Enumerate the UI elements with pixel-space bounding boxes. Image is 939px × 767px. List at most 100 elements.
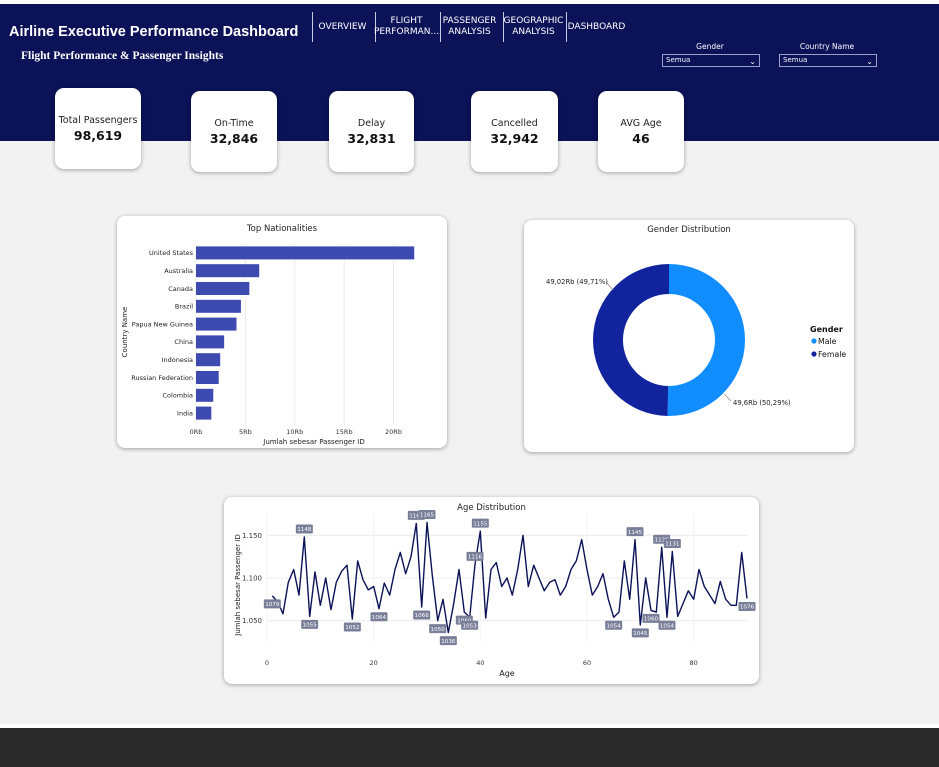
country-filter-label: Country Name: [799, 42, 855, 51]
nav-flight-performance[interactable]: FLIGHT PERFORMAN...: [373, 12, 440, 42]
donut-data-label: 49,6Rb (50,29%): [733, 399, 791, 407]
y-axis-label: Country Name: [121, 307, 129, 358]
y-axis-label: Jumlah sebesar Passenger ID: [234, 534, 242, 637]
x-tick-label: 5Rb: [239, 428, 252, 436]
top-strip: [0, 0, 939, 4]
x-tick-label: 15Rb: [336, 428, 353, 436]
y-tick-label: China: [174, 338, 193, 346]
chart-title: Gender Distribution: [647, 225, 731, 235]
gender-distribution-panel: Gender Distribution 49,6Rb (50,29%) 49,02…: [524, 220, 854, 452]
data-label: 1136: [655, 537, 670, 543]
data-label: 1116: [468, 555, 483, 561]
y-tick-label: Canada: [168, 285, 193, 293]
bar: [196, 406, 212, 420]
gender-filter-label: Gender: [696, 42, 724, 51]
chart-title: Age Distribution: [457, 503, 526, 513]
x-tick-label: 20: [370, 659, 378, 667]
data-label-box: [370, 612, 388, 622]
data-label: 1131: [665, 542, 680, 548]
dashboard-subtitle: Flight Performance & Passenger Insights: [21, 50, 224, 62]
chevron-down-icon: ⌄: [749, 57, 756, 66]
data-label: 1066: [415, 613, 430, 619]
legend-label: Female: [818, 350, 846, 359]
nav-geographic-analysis[interactable]: GEOGRAPHIC ANALYSIS: [503, 12, 563, 42]
y-tick-label: Colombia: [162, 392, 193, 400]
nav-label: OVERVIEW: [318, 21, 367, 32]
chevron-down-icon: ⌄: [866, 57, 873, 66]
data-label-box: [418, 510, 436, 520]
data-label: 1155: [473, 521, 488, 527]
country-filter-dropdown[interactable]: Semua ⌄: [779, 54, 877, 67]
y-tick-label: 1.150: [242, 532, 262, 540]
nav-label: PERFORMAN...: [373, 27, 440, 37]
data-label: 1076: [740, 605, 755, 611]
data-label: 1064: [372, 615, 387, 621]
y-tick-label: 1.100: [242, 575, 262, 583]
bar: [196, 353, 221, 367]
y-tick-label: Papua New Guinea: [132, 320, 193, 328]
kpi-cancelled: Cancelled 32,942: [471, 91, 558, 172]
data-label-box: [263, 599, 281, 609]
nav-overview[interactable]: OVERVIEW: [312, 12, 372, 42]
data-label: 1148: [297, 527, 312, 533]
x-tick-label: 60: [583, 659, 591, 667]
legend-marker: [811, 351, 817, 357]
bar: [196, 371, 219, 384]
gender-filter-dropdown[interactable]: Semua ⌄: [662, 54, 760, 67]
dashboard-title: Airline Executive Performance Dashboard: [9, 24, 299, 40]
y-tick-label: 1.050: [242, 617, 262, 625]
data-label-box: [738, 601, 756, 611]
nav-label: DASHBOARD: [567, 21, 626, 32]
data-label: 1165: [420, 513, 435, 519]
bar: [196, 317, 237, 331]
data-label: 1079: [265, 602, 280, 608]
bar: [196, 246, 415, 260]
y-tick-label: Brazil: [175, 303, 193, 311]
data-label: 1060: [644, 617, 659, 623]
kpi-value: 46: [632, 131, 650, 146]
nav-passenger-analysis[interactable]: PASSENGER ANALYSIS: [440, 12, 498, 42]
kpi-label: On-Time: [214, 118, 254, 129]
legend-marker: [811, 338, 817, 344]
data-label-box: [658, 620, 676, 630]
x-axis-label: Jumlah sebesar Passenger ID: [262, 438, 365, 446]
legend-title: Gender: [810, 325, 843, 334]
top-nationalities-panel: Top Nationalities 0Rb 5Rb 10Rb 15Rb 20Rb Unit…: [117, 216, 447, 448]
kpi-value: 98,619: [73, 128, 123, 143]
data-label-box: [301, 619, 319, 629]
kpi-value: 32,942: [490, 131, 539, 146]
kpi-label: Total Passengers: [58, 115, 138, 126]
data-label-box: [605, 620, 623, 630]
data-label: 1050: [431, 627, 446, 633]
nav-label: GEOGRAPHIC: [503, 16, 564, 26]
x-tick-label: 10Rb: [286, 428, 303, 436]
data-label: 1055: [303, 623, 318, 629]
bar: [196, 299, 241, 313]
bar: [196, 282, 250, 295]
data-label-box: [631, 628, 649, 638]
data-label-box: [663, 539, 681, 549]
line-chart: 1.050 1.100 1.150 0 20 40 60 80 1079 1148 1055 1052…: [234, 510, 756, 678]
nav-label: FLIGHT: [390, 16, 423, 26]
kpi-total-passengers: Total Passengers 98,619: [55, 88, 141, 169]
data-label: 1052: [345, 625, 359, 631]
data-label-box: [626, 527, 644, 537]
nav-dashboard[interactable]: DASHBOARD: [566, 12, 626, 42]
kpi-label: Cancelled: [491, 118, 538, 129]
bar: [196, 388, 214, 402]
data-label-box: [343, 622, 361, 632]
header-band: [0, 4, 939, 141]
kpi-on-time: On-Time 32,846: [191, 91, 277, 172]
chart-title: Top Nationalities: [246, 224, 318, 234]
donut-data-label: 49,02Rb (49,71%): [546, 278, 608, 286]
country-filter-value: Semua: [783, 56, 808, 64]
y-tick-label: United States: [149, 249, 194, 257]
kpi-value: 32,846: [209, 131, 259, 146]
data-label: 1145: [628, 530, 643, 536]
data-label: 1036: [441, 639, 456, 645]
gender-filter-value: Semua: [666, 56, 691, 64]
donut-slice: [667, 264, 745, 416]
bottom-bar: [0, 728, 939, 767]
y-tick-label: Australia: [164, 267, 193, 275]
